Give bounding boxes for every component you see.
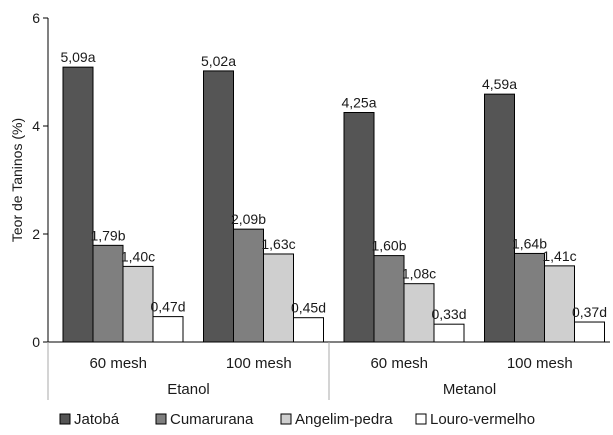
data-label: 1,08c [402, 266, 436, 282]
data-label: 0,47d [150, 299, 185, 315]
data-label: 2,09b [231, 211, 266, 227]
bar-jatob- [484, 93, 515, 343]
data-label: 0,45d [291, 300, 326, 316]
bar-cumarurana [233, 228, 264, 343]
data-label: 4,25a [341, 95, 376, 111]
bar-angelim-pedra [263, 253, 294, 343]
x-category-label: 100 mesh [226, 355, 292, 372]
bar-jatob- [203, 70, 234, 343]
legend-swatch [415, 413, 427, 425]
legend-swatch [59, 413, 71, 425]
x-axis-categories: 60 mesh 100 mesh Etanol 60 mesh 100 mesh Meta… [89, 355, 572, 398]
y-axis-title: Teor de Taninos (%) [9, 118, 25, 242]
data-label: 1,40c [121, 248, 155, 264]
data-labels: 5,09a 1,79b 1,40c 0,47d 5,02a 2,09b 1,63c 0,45d… [60, 49, 607, 322]
bar-angelim-pedra [544, 265, 575, 343]
legend: Jatobá Cumarurana Angelim-pedra Louro-verme… [59, 411, 535, 428]
bar-cumarurana [373, 255, 405, 343]
bar-louro-vermelho [574, 321, 605, 343]
y-tick-label: 2 [32, 226, 40, 242]
data-label: 5,02a [201, 53, 236, 69]
legend-label: Angelim-pedra [295, 411, 393, 428]
data-label: 1,41c [542, 248, 576, 264]
legend-swatch [280, 413, 292, 425]
data-label: 0,33d [431, 306, 466, 322]
bar-louro-vermelho [152, 316, 184, 343]
bar-angelim-pedra [122, 265, 154, 343]
x-group-label: Etanol [167, 381, 210, 398]
x-group-label: Metanol [443, 381, 496, 398]
y-tick-label: 4 [32, 118, 40, 134]
legend-label: Louro-vermelho [430, 411, 535, 428]
data-label: 1,64b [512, 235, 547, 251]
y-tick-label: 6 [32, 10, 40, 26]
bar-jatob- [343, 112, 375, 343]
data-label: 1,63c [261, 236, 295, 252]
data-label: 4,59a [482, 76, 517, 92]
bar-louro-vermelho [293, 317, 324, 343]
bar-cumarurana [92, 244, 124, 343]
data-label: 1,60b [371, 238, 406, 254]
bar-jatob- [62, 66, 94, 343]
bar-cumarurana [514, 252, 545, 343]
bar-angelim-pedra [403, 283, 435, 343]
bar-louro-vermelho [433, 323, 465, 343]
y-tick-label: 0 [32, 334, 40, 350]
x-category-label: 60 mesh [370, 355, 428, 372]
legend-label: Cumarurana [170, 411, 254, 428]
x-category-label: 60 mesh [89, 355, 147, 372]
data-label: 5,09a [60, 49, 95, 65]
legend-label: Jatobá [74, 411, 120, 428]
data-label: 1,79b [90, 227, 125, 243]
legend-swatch [155, 413, 167, 425]
bars [62, 66, 605, 343]
x-category-label: 100 mesh [507, 355, 573, 372]
data-label: 0,37d [572, 304, 607, 320]
